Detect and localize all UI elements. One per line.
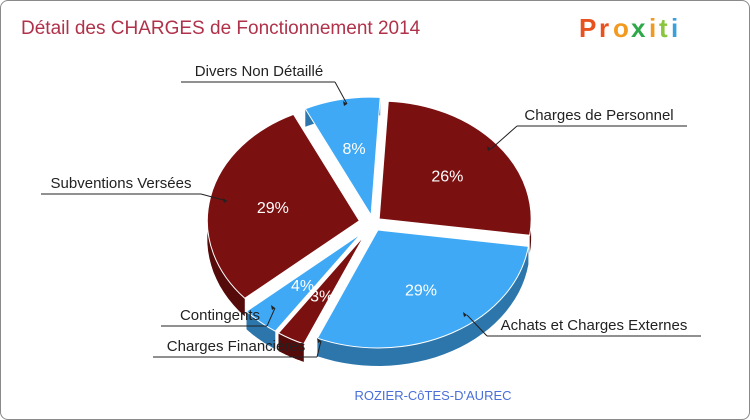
slice-category-label: Subventions Versées [51,175,192,192]
leader-arrow [463,312,467,317]
slice-percent-label: 26% [431,169,463,186]
slice-percent-label: 3% [310,289,333,306]
leader-line [200,193,228,202]
pie-slice-side [278,333,304,362]
leader-arrow [317,338,321,343]
logo-letter: t [659,13,668,43]
slice-percent-label: 29% [257,200,289,217]
commune-name: ROZIER-CôTES-D'AUREC [354,388,511,403]
leader-line [334,81,348,105]
leader-line [490,125,518,150]
pie-slice [277,235,365,345]
leader-arrow [343,101,347,106]
slice-percent-label: 29% [405,283,437,300]
slice-category-label: Contingents [180,307,260,324]
slice-category-label: Charges de Personnel [524,107,673,124]
slice-category-label: Divers Non Détaillé [195,63,323,80]
pie-slice-side [317,246,529,366]
leader-line [466,314,488,337]
leader-arrow [487,146,491,151]
logo-letter: o [613,13,629,43]
pie-slice [245,233,362,332]
leader-line [266,307,276,327]
leader-arrow [271,305,275,310]
logo-letter: r [599,13,609,43]
slice-category-label: Charges Financières [167,338,305,355]
leader-arrow [223,198,227,203]
leader-line [316,340,322,358]
pie-slice [316,229,529,349]
pie-slice [304,96,381,217]
slice-category-label: Achats et Charges Externes [501,317,688,334]
logo-letter: i [649,13,656,43]
slice-percent-label: 4% [291,278,314,295]
slice-percent-label: 8% [343,141,366,158]
chart-title: Détail des CHARGES de Fonctionnement 201… [21,18,421,39]
pie-slice-side [246,311,276,350]
logo-letter: x [631,13,646,43]
logo-letter: P [579,13,596,43]
logo-letter: i [671,13,678,43]
